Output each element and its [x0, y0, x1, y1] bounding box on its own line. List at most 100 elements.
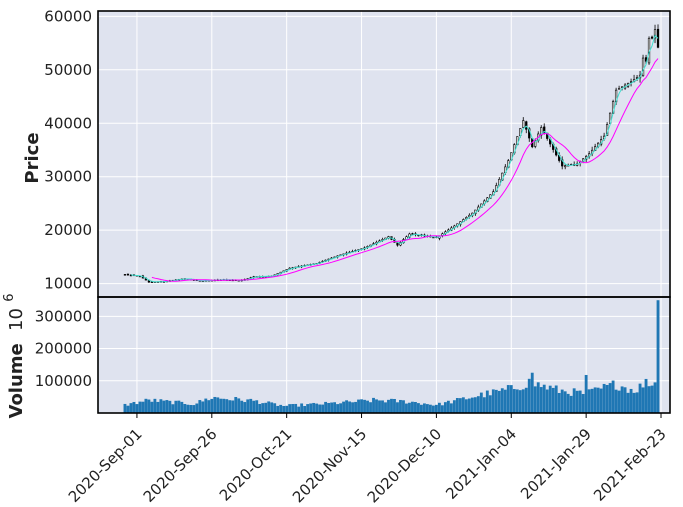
volume-bar [467, 398, 471, 413]
volume-bar [285, 405, 289, 413]
volume-bar [387, 399, 390, 413]
volume-bar [491, 389, 495, 413]
volume-bar [452, 400, 456, 413]
volume-bar [426, 404, 429, 413]
candle-body [465, 217, 468, 220]
volume-bar [494, 389, 498, 413]
volume-bar [342, 401, 345, 413]
volume-bar [545, 389, 549, 413]
volume-bar [141, 401, 145, 413]
volume-bar [500, 388, 504, 413]
volume-bar [521, 389, 525, 413]
volume-bar [225, 399, 229, 413]
volume-bar [635, 392, 639, 413]
volume-bar [629, 388, 633, 413]
volume-bar [243, 402, 247, 413]
volume-bar [572, 388, 576, 413]
volume-bar [180, 401, 184, 413]
volume-bar [461, 397, 465, 413]
volume-bar [542, 384, 546, 413]
volume-bar [599, 388, 603, 413]
volume-bar [276, 405, 280, 413]
volume-bar [581, 393, 585, 413]
volume-bar [578, 390, 582, 413]
volume-bar [147, 399, 151, 413]
volume-bar [650, 385, 654, 413]
volume-bar [315, 403, 319, 413]
volume-bar [300, 403, 304, 413]
price-axis-title: Price [22, 132, 43, 183]
volume-bar [327, 402, 331, 413]
volume-bar [455, 398, 459, 413]
volume-bar [414, 401, 417, 413]
grid-lines [98, 11, 670, 418]
price-tick-label: 40000 [44, 114, 92, 132]
volume-bar [647, 386, 651, 413]
volume-bar [506, 385, 510, 413]
volume-bar [228, 400, 232, 413]
x-tick-label: 2020-Nov-15 [289, 425, 370, 506]
volume-bar [201, 401, 205, 413]
volume-bar [611, 380, 615, 413]
volume-bar [584, 374, 588, 413]
volume-bar [177, 400, 181, 413]
volume-bar [270, 402, 274, 413]
x-tick-label: 2020-Sep-01 [65, 425, 146, 506]
volume-bar [536, 382, 540, 413]
volume-bar [533, 386, 537, 413]
volume-bar [123, 403, 127, 413]
volume-bar [458, 398, 462, 413]
volume-bar [587, 389, 591, 413]
volume-bar [330, 402, 334, 413]
volume-bar [216, 397, 220, 413]
volume-bar [563, 391, 567, 413]
price-tick-label: 50000 [44, 61, 92, 79]
volume-bar [443, 402, 447, 413]
price-panel-bg [98, 11, 670, 297]
candle-body [411, 233, 414, 235]
y-tick-labels: 10000 20000 30000 40000 50000 60000 100000 2000… [35, 7, 92, 389]
volume-bar [411, 401, 414, 413]
x-tick-label: 2020-Sep-26 [140, 425, 221, 506]
volume-bar [144, 398, 148, 413]
volume-bar [446, 400, 450, 413]
volume-bar [231, 400, 235, 413]
x-tick-label: 2020-Oct-21 [216, 425, 296, 505]
candle-body [629, 81, 633, 83]
volume-bar [357, 399, 360, 413]
candle-body [650, 36, 654, 39]
volume-bar [548, 385, 552, 413]
volume-bar [566, 393, 570, 413]
volume-bar [405, 403, 408, 413]
volume-bar [440, 405, 444, 413]
volume-bar [381, 400, 384, 413]
candle-body [396, 242, 399, 246]
volume-bar [192, 405, 196, 413]
volume-bar [366, 400, 369, 413]
volume-bar [189, 404, 193, 413]
volume-bar [204, 398, 208, 413]
volume-bar [234, 396, 238, 413]
volume-bar [503, 389, 507, 413]
volume-bar [560, 389, 564, 413]
candle-body [522, 120, 525, 128]
volume-bar [524, 387, 528, 413]
volume-bar [126, 405, 130, 413]
volume-bar [641, 387, 645, 413]
volume-bar [485, 390, 489, 413]
volume-bar [336, 404, 340, 413]
volume-tick-label: 200000 [35, 340, 92, 358]
volume-bar [219, 398, 223, 413]
moving-average-lines [130, 34, 659, 283]
volume-bar [306, 404, 310, 413]
volume-bar [153, 398, 157, 413]
volume-bar [339, 403, 342, 413]
candle-body [620, 86, 624, 88]
volume-bar [605, 384, 609, 413]
volume-bar [434, 404, 438, 413]
volume-bar [551, 387, 555, 413]
volume-bar [423, 403, 426, 413]
volume-bar [626, 392, 630, 413]
volume-bar [294, 403, 298, 413]
